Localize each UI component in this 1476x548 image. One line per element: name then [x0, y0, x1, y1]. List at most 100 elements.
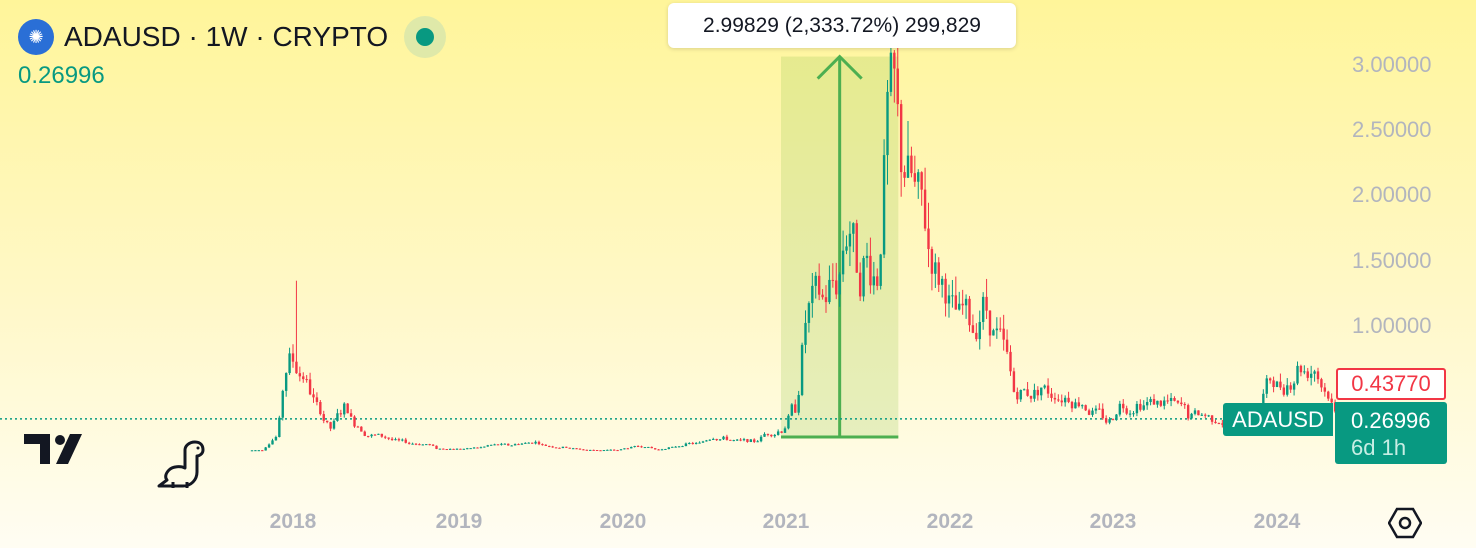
- dinosaur-icon[interactable]: [155, 438, 215, 494]
- candle-body: [606, 449, 609, 451]
- candle-body: [653, 448, 657, 450]
- candle-body: [339, 413, 343, 415]
- tradingview-logo[interactable]: [24, 434, 94, 474]
- candle-body: [780, 431, 783, 433]
- settings-icon[interactable]: [1388, 506, 1422, 540]
- candle-body: [1159, 400, 1163, 406]
- candle-body: [971, 325, 975, 333]
- candle-body: [476, 447, 479, 449]
- candle-body: [1128, 413, 1132, 415]
- candle-body: [1149, 399, 1152, 403]
- candle-body: [284, 373, 288, 391]
- candle-body: [578, 448, 582, 450]
- candle-body: [1094, 408, 1098, 411]
- candle-body: [1142, 405, 1145, 410]
- candle-body: [701, 441, 705, 443]
- candle-body: [1166, 400, 1169, 402]
- candle-body: [305, 379, 308, 381]
- candle-body: [623, 448, 626, 450]
- candle-body: [377, 433, 380, 435]
- y-tick: 2.50000: [1352, 117, 1432, 142]
- candle-body: [517, 444, 520, 446]
- candle-body: [1309, 373, 1313, 378]
- symbol-title[interactable]: ADAUSD · 1W · CRYPTO: [64, 21, 389, 52]
- candle-body: [1022, 389, 1026, 391]
- candle-body: [1279, 381, 1282, 388]
- candle-body: [660, 449, 664, 451]
- candle-body: [455, 448, 459, 450]
- candle-body: [558, 447, 561, 449]
- candle-body: [705, 440, 708, 442]
- candle-body: [599, 450, 602, 452]
- candle-body: [595, 450, 599, 452]
- candle-body: [1050, 393, 1053, 398]
- candle-body: [366, 435, 370, 437]
- candle-body: [370, 434, 373, 437]
- y-tick: 2.00000: [1352, 182, 1432, 207]
- candle-body: [414, 443, 418, 445]
- candle-body: [1145, 402, 1149, 406]
- candle-body: [1292, 383, 1296, 390]
- candle-body: [1046, 385, 1050, 394]
- candle-body: [1323, 387, 1327, 392]
- measure-arrow-head: [816, 54, 863, 80]
- candle-body: [688, 442, 691, 444]
- candle-body: [319, 402, 322, 415]
- candle-body: [554, 447, 558, 449]
- candle-body: [790, 404, 794, 416]
- candle-body: [763, 433, 766, 437]
- candle-body: [250, 450, 254, 452]
- candle-body: [592, 449, 595, 451]
- candle-body: [353, 416, 356, 427]
- candle-body: [725, 436, 729, 440]
- candle-body: [626, 448, 630, 450]
- candle-body: [295, 361, 298, 374]
- candle-body: [735, 439, 739, 441]
- candle-body: [807, 303, 811, 323]
- candle-body: [958, 303, 961, 310]
- candle-body: [1087, 410, 1091, 415]
- candle-body: [349, 413, 353, 417]
- candle-body: [1135, 403, 1139, 414]
- candle-body: [325, 420, 329, 423]
- candle-body: [691, 442, 694, 444]
- candle-body: [650, 446, 653, 449]
- candle-body: [1053, 397, 1057, 400]
- candle-body: [951, 295, 954, 297]
- candle-body: [298, 373, 302, 377]
- candle-body: [1190, 413, 1193, 419]
- candle-body: [1156, 400, 1159, 405]
- candle-body: [756, 441, 759, 443]
- candle-body: [322, 414, 325, 421]
- cardano-icon: ✺: [18, 19, 54, 55]
- market-status-icon[interactable]: [404, 16, 447, 58]
- candle-body: [1108, 419, 1111, 423]
- candle-body: [520, 443, 524, 445]
- candle-body: [835, 280, 838, 295]
- candle-body: [732, 440, 735, 442]
- candle-body: [1122, 403, 1125, 409]
- candle-body: [1272, 380, 1275, 388]
- candle-body: [1002, 328, 1005, 340]
- candle-body: [541, 444, 544, 446]
- candle-body: [1036, 389, 1040, 396]
- candle-body: [1217, 423, 1221, 425]
- candle-body: [633, 446, 636, 448]
- candle-body: [1169, 397, 1173, 401]
- candle-body: [1320, 379, 1323, 388]
- candle-body: [1139, 403, 1142, 410]
- candle-body: [800, 344, 804, 396]
- y-tick: 1.00000: [1352, 313, 1432, 338]
- candle-body: [507, 443, 510, 446]
- x-tick: 2021: [762, 510, 810, 533]
- candle-body: [964, 298, 968, 306]
- candle-body: [397, 439, 401, 441]
- candle-body: [1084, 405, 1087, 411]
- candle-body: [1067, 397, 1070, 402]
- candle-body: [332, 420, 336, 429]
- candle-body: [999, 328, 1002, 330]
- candle-body: [479, 447, 483, 449]
- candle-body: [961, 303, 964, 306]
